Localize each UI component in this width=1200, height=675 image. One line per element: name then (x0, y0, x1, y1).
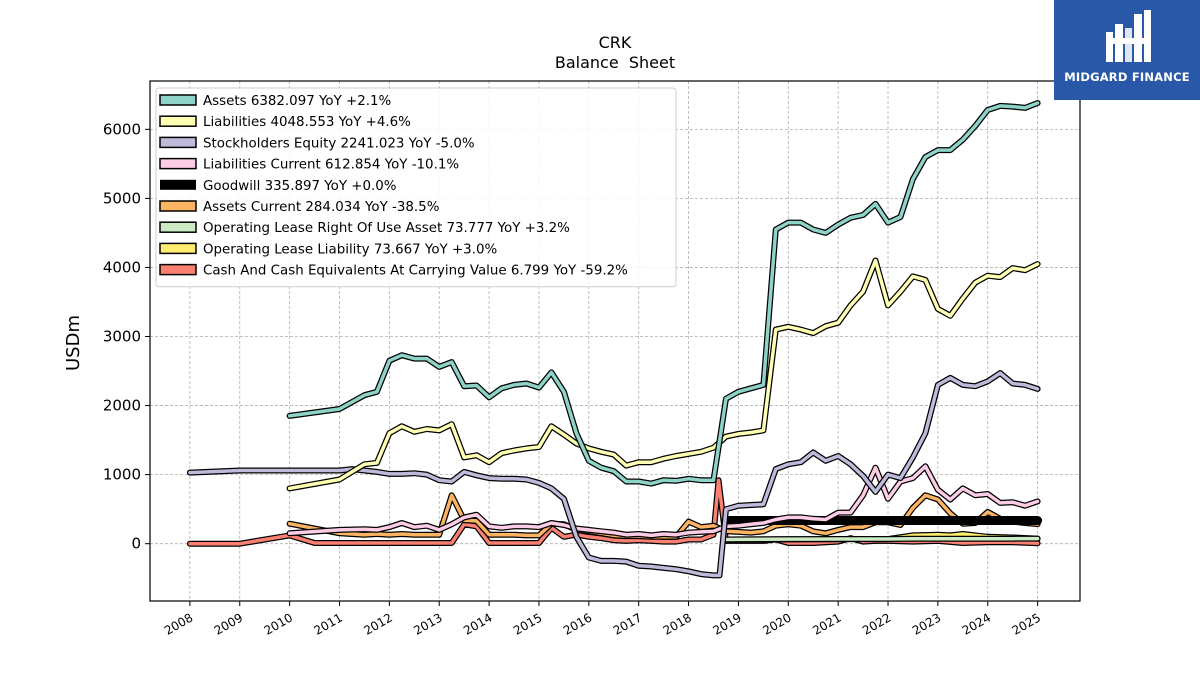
x-tick-label: 2008 (162, 610, 195, 637)
chart-title: CRK (599, 33, 632, 52)
x-tick-label: 2012 (361, 610, 394, 637)
plot-frame (149, 80, 1081, 602)
legend-label: Goodwill 335.897 YoY +0.0% (203, 179, 397, 194)
legend-swatch (160, 179, 196, 190)
legend-swatch (159, 242, 197, 255)
legend: Assets 6382.097 YoY +2.1% Liabilities 404… (155, 87, 677, 288)
legend-label: Assets 6382.097 YoY +2.1% (203, 94, 391, 109)
x-tick-label: 2017 (611, 610, 644, 637)
legend-label: Assets Current 284.034 YoY -38.5% (203, 200, 439, 215)
legend-label: Stockholders Equity 2241.023 YoY -5.0% (203, 136, 475, 151)
y-tick-label: 6000 (103, 120, 141, 138)
series-assets-current (286, 492, 1041, 540)
series-liabilities (286, 257, 1041, 492)
series-line (188, 371, 1040, 578)
series-line (287, 464, 1040, 538)
chart-subtitle: Balance Sheet (555, 53, 675, 72)
x-tick-label: 2013 (411, 610, 444, 637)
legend-swatch (159, 221, 197, 233)
x-tick-label: 2023 (910, 610, 943, 637)
series-lines (186, 100, 1043, 579)
x-tick-label: 2018 (661, 610, 694, 637)
legend-swatch (159, 115, 197, 127)
x-tick-label: 2009 (212, 610, 245, 637)
series-line (287, 101, 1040, 486)
legend-label: Liabilities 4048.553 YoY +4.6% (203, 115, 411, 130)
legend-label: Cash And Cash Equivalents At Carrying Va… (203, 264, 628, 279)
series-line-outline (286, 257, 1041, 492)
x-tick-label: 2021 (810, 610, 843, 637)
legend-swatch (159, 157, 197, 170)
series-line (287, 493, 1040, 539)
legend-label: Operating Lease Right Of Use Asset 73.77… (203, 221, 570, 236)
legend-box (155, 87, 677, 288)
x-tick-label: 2025 (1010, 610, 1043, 637)
x-tick-label: 2019 (710, 610, 743, 637)
x-tick-label: 2020 (760, 610, 793, 637)
brand-name: MIDGARD FINANCE (1064, 70, 1190, 84)
series-liabilities-current (286, 463, 1041, 539)
x-tick-label: 2015 (511, 610, 544, 637)
brand-logo: MIDGARD FINANCE (1054, 0, 1200, 100)
legend-swatch (159, 200, 197, 212)
y-tick-label: 5000 (103, 189, 141, 207)
x-tick-label: 2024 (960, 610, 993, 637)
legend-swatch (159, 94, 197, 106)
y-tick-label: 4000 (103, 258, 141, 276)
legend-swatch (159, 263, 197, 276)
series-stockholders-equity (186, 370, 1041, 579)
x-tick-label: 2014 (461, 610, 494, 637)
y-tick-label: 3000 (103, 328, 141, 346)
y-tick-label: 0 (131, 535, 141, 553)
series-assets (286, 100, 1041, 487)
legend-swatch (159, 136, 197, 149)
midgard-logo-icon (1106, 10, 1151, 62)
legend-label: Liabilities Current 612.854 YoY -10.1% (203, 158, 459, 173)
series-line (724, 536, 1040, 542)
y-tick-label: 2000 (103, 397, 141, 415)
y-axis-label: USDm (63, 315, 84, 371)
x-tick-label: 2010 (262, 610, 295, 637)
legend-label: Operating Lease Liability 73.667 YoY +3.… (203, 242, 497, 257)
x-tick-label: 2022 (860, 610, 893, 637)
x-tick-label: 2011 (312, 610, 345, 637)
series-operating-lease-right-of-use-asset (723, 535, 1041, 543)
y-tick-label: 1000 (103, 466, 141, 484)
series-line (287, 258, 1040, 491)
x-tick-label: 2016 (561, 610, 594, 637)
